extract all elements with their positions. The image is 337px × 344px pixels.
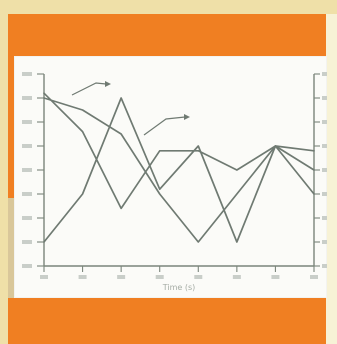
y-tick-label-left	[22, 216, 32, 220]
y-tick-label-right	[322, 192, 327, 196]
y-tick-label-left	[22, 168, 32, 172]
x-tick-label-1	[78, 275, 87, 279]
x-tick-label-3	[155, 275, 164, 279]
series-line-1	[43, 97, 315, 243]
y-tick-label-left	[22, 192, 32, 196]
x-tick-label-5	[232, 275, 241, 279]
left-cream-strip	[0, 0, 8, 344]
top-cream-strip	[0, 0, 337, 14]
x-tick-label-2	[117, 275, 126, 279]
x-axis-label: Time (s)	[162, 283, 196, 292]
y-tick-label-left	[22, 96, 32, 100]
annotation-arrowhead-2	[184, 114, 190, 120]
y-tick-label-left	[22, 240, 32, 244]
y-tick-label-left	[22, 72, 32, 76]
y-tick-label-left	[22, 264, 32, 268]
x-tick-label-6	[271, 275, 280, 279]
y-tick-label-right	[322, 72, 327, 76]
x-tick-label-4	[194, 275, 203, 279]
x-tick-label-0	[40, 275, 48, 279]
y-tick-label-right	[322, 144, 327, 148]
annotation-arrow-2	[143, 116, 186, 136]
y-tick-label-right	[322, 168, 327, 172]
series-line-0	[43, 97, 315, 243]
right-cream-strip	[326, 14, 337, 344]
left-shade-strip	[8, 198, 18, 298]
x-tick-label-7	[310, 275, 318, 279]
y-tick-label-right	[322, 240, 327, 244]
y-tick-label-left	[22, 144, 32, 148]
annotation-arrow-1	[71, 82, 107, 96]
y-tick-label-right	[322, 216, 327, 220]
line-chart: Time (s)	[22, 72, 327, 292]
series-line-2	[43, 92, 315, 210]
chart-panel: Time (s)	[14, 56, 327, 298]
y-tick-label-left	[22, 120, 32, 124]
y-tick-label-right	[322, 264, 327, 268]
annotation-arrowhead-1	[105, 81, 111, 87]
y-tick-label-right	[322, 96, 327, 100]
y-tick-label-right	[322, 120, 327, 124]
